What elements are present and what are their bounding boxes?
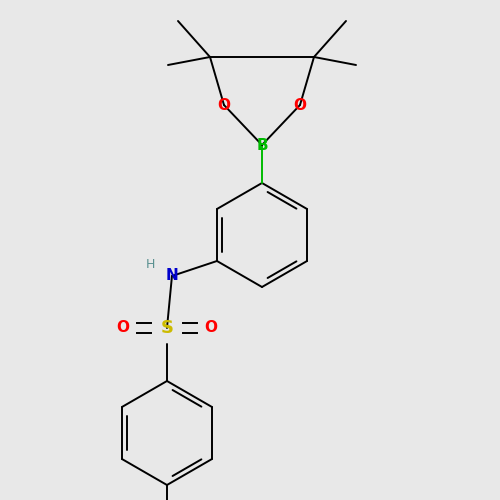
- Text: B: B: [256, 138, 268, 152]
- Text: S: S: [160, 319, 173, 337]
- Text: N: N: [166, 268, 178, 283]
- Text: O: O: [218, 98, 230, 112]
- Text: O: O: [294, 98, 306, 112]
- Text: O: O: [204, 320, 218, 336]
- Text: O: O: [116, 320, 130, 336]
- Text: H: H: [146, 258, 154, 270]
